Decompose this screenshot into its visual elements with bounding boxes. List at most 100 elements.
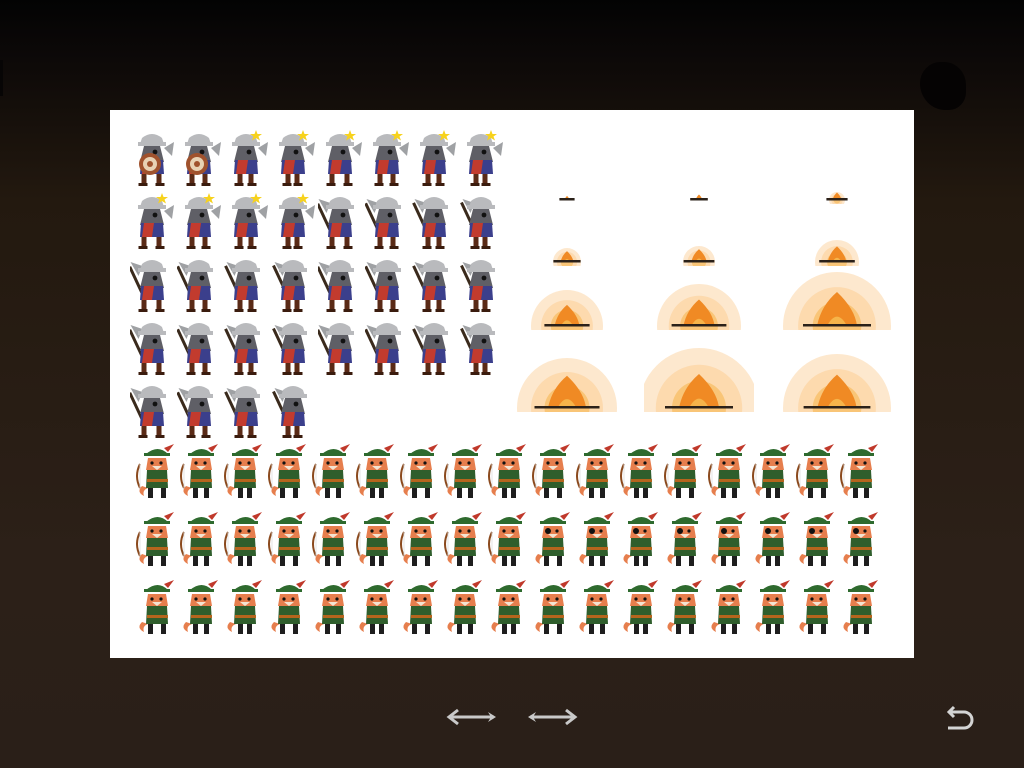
wolf-frame-sprite [373, 130, 409, 186]
wolf-frame [271, 254, 315, 314]
fox-archer-frame-sprite [356, 512, 394, 566]
fox-archer-frame-sprite [403, 580, 438, 634]
wolf-frame-sprite [279, 193, 315, 249]
campfire-frame [644, 128, 754, 204]
fox-archer-frame [356, 510, 396, 568]
campfire-frame-sprite [683, 246, 715, 266]
fox-archer-frame-sprite [491, 580, 526, 634]
wolf-frame-sprite [420, 130, 456, 186]
arrow-left-icon [446, 708, 496, 726]
wolf-frame-sprite [272, 260, 307, 312]
wolf-frame-sprite [365, 197, 401, 249]
campfire-frame-sprite [783, 272, 891, 330]
fox-archer-frame [576, 442, 616, 500]
fox-archer-frames [136, 442, 888, 642]
fox-archer-frame-sprite [447, 580, 482, 634]
campfire-frame [782, 190, 892, 266]
fox-archer-frame-sprite [708, 444, 746, 498]
next-button[interactable] [524, 706, 580, 728]
campfire-frame [644, 336, 754, 412]
wolf-frame-sprite [232, 193, 268, 249]
wolf-frame [412, 128, 456, 188]
fox-archer-frame-sprite [400, 444, 438, 498]
fox-archer-frame-sprite [532, 444, 570, 498]
campfire-frame [512, 336, 622, 412]
wolf-frame [318, 317, 362, 377]
wolf-frame [177, 254, 221, 314]
fox-archer-frame-sprite [799, 580, 834, 634]
campfire-frame-sprite [815, 240, 859, 266]
campfire-frame-sprite [690, 194, 708, 201]
wolf-frame [224, 317, 268, 377]
wolf-frame-sprite [365, 260, 401, 312]
fox-archer-frame [664, 510, 704, 568]
wolf-frame [271, 317, 315, 377]
fox-archer-frame [136, 510, 176, 568]
fox-archer-frame [708, 442, 748, 500]
wolf-frame [130, 128, 174, 188]
fox-archer-frame [708, 510, 748, 568]
fox-archer-frame-sprite [796, 444, 834, 498]
wolf-frame [271, 128, 315, 188]
fox-archer-frame [488, 510, 528, 568]
wolf-frame-sprite [224, 323, 260, 375]
arrow-right-icon [528, 708, 578, 726]
wolf-frame-sprite [460, 323, 495, 375]
fox-archer-frame [708, 578, 748, 636]
wolf-frame [412, 191, 456, 251]
wolf-frame [365, 191, 409, 251]
fox-archer-frame [796, 578, 836, 636]
fox-archer-frame-sprite [576, 444, 614, 498]
fox-archer-frame-sprite [180, 512, 218, 566]
wolf-frame-sprite [130, 323, 166, 375]
fox-archer-frame-sprite [227, 580, 262, 634]
fox-archer-frame [752, 578, 792, 636]
wolf-frame [412, 317, 456, 377]
fox-archer-frame [268, 510, 308, 568]
return-icon [946, 705, 974, 730]
fox-archer-frame [400, 578, 440, 636]
campfire-frame-sprite [559, 195, 575, 201]
wolf-frame [177, 380, 221, 440]
wolf-frame [365, 254, 409, 314]
wolf-frame-sprite [272, 323, 307, 375]
fox-archer-frame-sprite [579, 580, 614, 634]
wolf-frame-sprite [412, 323, 448, 375]
wolf-frame [318, 254, 362, 314]
fox-archer-frame [444, 442, 484, 500]
return-button[interactable] [940, 704, 976, 736]
fox-archer-frame [224, 510, 264, 568]
fox-archer-frame [620, 510, 660, 568]
fox-archer-frame-sprite [268, 444, 306, 498]
wolf-frame-sprite [365, 323, 401, 375]
fox-archer-frame-sprite [312, 512, 350, 566]
previous-button[interactable] [444, 706, 500, 728]
wolf-frame-sprite [412, 197, 448, 249]
fox-archer-frame-sprite [711, 580, 746, 634]
wolf-frame [224, 191, 268, 251]
wolf-warrior-frames [130, 128, 506, 444]
fox-archer-frame [752, 510, 792, 568]
sprite-sheet [110, 110, 914, 658]
fox-archer-frame-sprite [623, 512, 658, 566]
wolf-frame [412, 254, 456, 314]
fox-archer-frame [356, 578, 396, 636]
fox-archer-frame [356, 442, 396, 500]
fox-archer-frame-sprite [623, 580, 658, 634]
fox-archer-frame-sprite [752, 444, 790, 498]
campfire-frame [644, 254, 754, 330]
fox-archer-frame [620, 442, 660, 500]
fox-archer-frame [840, 510, 880, 568]
fox-archer-frame-sprite [183, 580, 218, 634]
fox-archer-frame-sprite [312, 444, 350, 498]
wolf-frame-sprite [138, 193, 174, 249]
fox-archer-frame-sprite [667, 512, 702, 566]
fox-archer-frame [180, 442, 220, 500]
fox-archer-frame-sprite [488, 512, 526, 566]
fox-archer-frame-sprite [535, 580, 570, 634]
fox-archer-frame [312, 442, 352, 500]
wolf-frame [318, 191, 362, 251]
fox-archer-frame-sprite [755, 580, 790, 634]
wolf-frame [224, 380, 268, 440]
fox-archer-frame [532, 510, 572, 568]
